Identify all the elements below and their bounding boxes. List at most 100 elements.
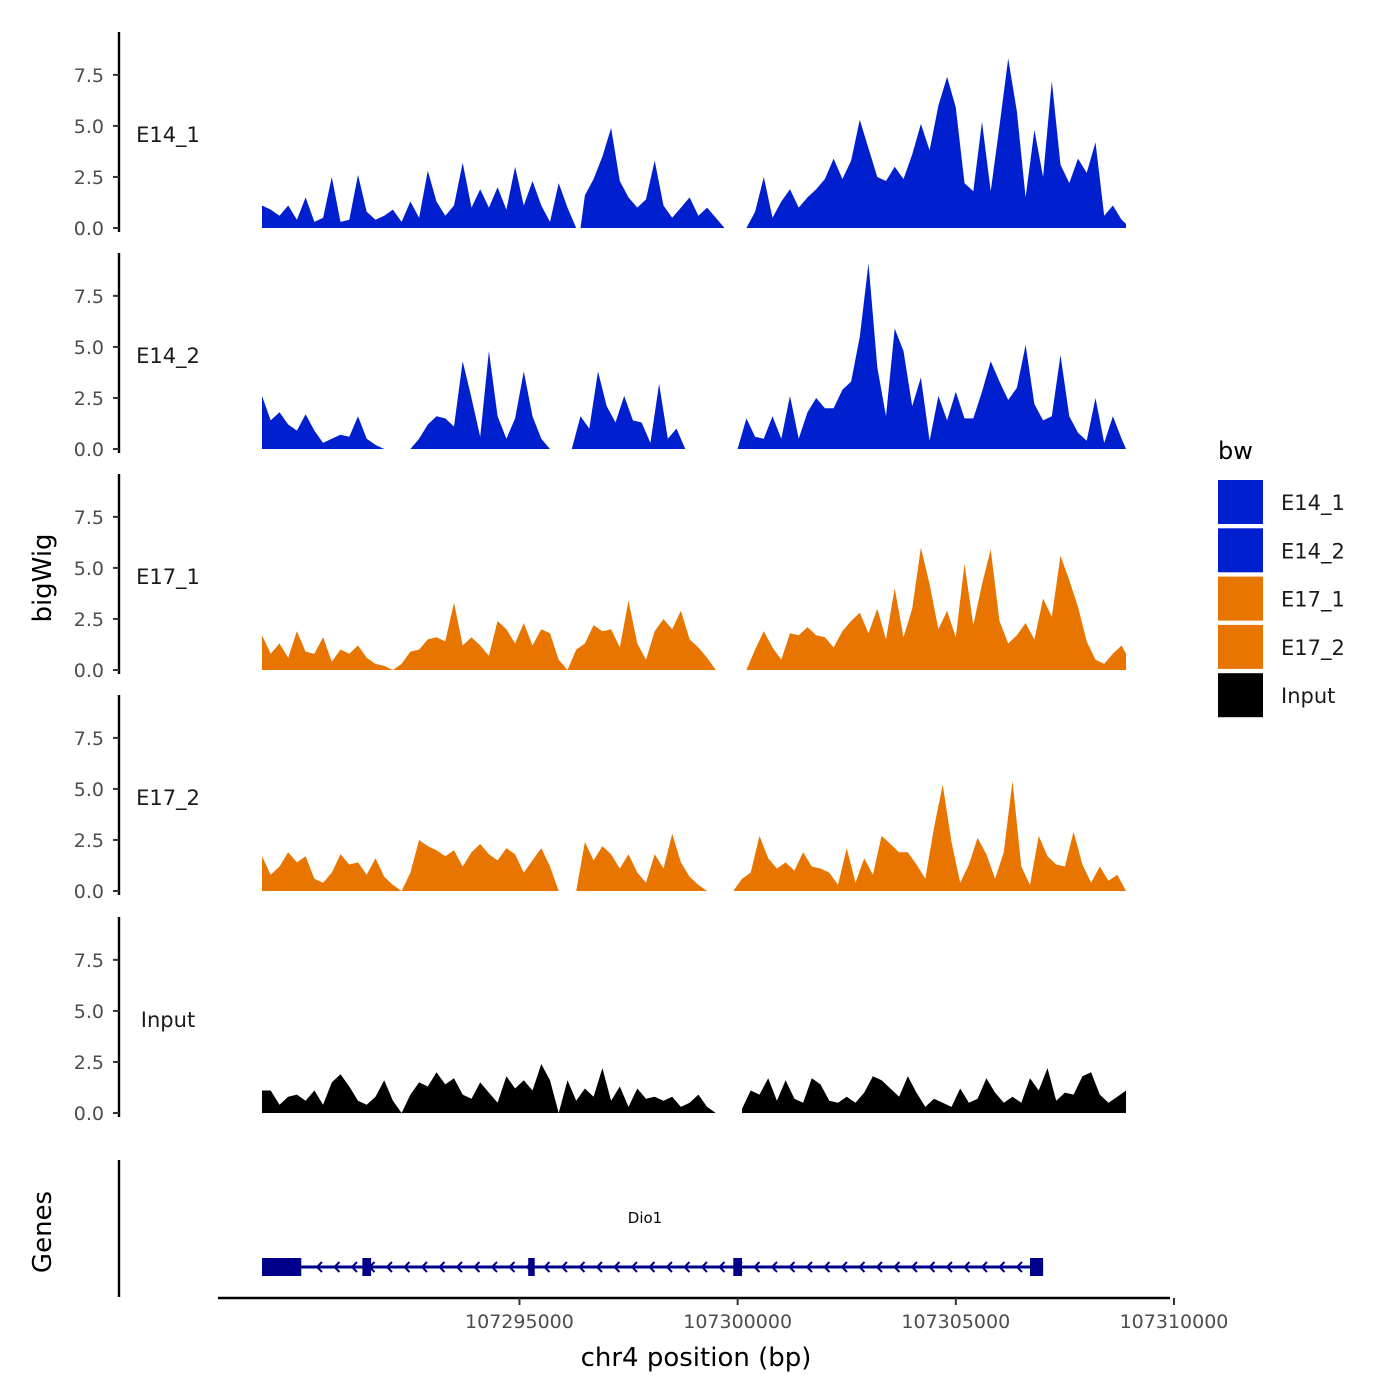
track-panel-e14-1: 0.0 2.5 5.0 7.5 E14_1: [74, 32, 1126, 240]
legend-swatch: [1218, 528, 1263, 573]
legend-label: Input: [1281, 684, 1335, 708]
strand-chevron: [438, 1261, 446, 1273]
strand-chevron: [718, 1261, 726, 1273]
signal-area-e17-1: [262, 600, 716, 670]
track-panel-e17-2: 0.0 2.5 5.0 7.5 E17_2: [74, 695, 1126, 903]
y-tick-label: 2.5: [74, 1052, 104, 1074]
y-tick-label: 0.0: [74, 660, 104, 682]
legend: bw E14_1 E14_2 E17_1 E17_2 Input: [1218, 437, 1345, 718]
y-tick-label: 5.0: [74, 1001, 104, 1023]
strand-chevron: [473, 1261, 481, 1273]
x-tick-label: 107295000: [465, 1311, 574, 1333]
strand-chevron: [648, 1261, 656, 1273]
strand-chevron: [893, 1261, 901, 1273]
signal-area-e17-2: [733, 780, 1126, 891]
track-panel-input: 0.0 2.5 5.0 7.5 Input: [74, 917, 1126, 1125]
legend-label: E17_1: [1281, 588, 1345, 613]
y-tick-label: 5.0: [74, 779, 104, 801]
signal-area-e14-2: [737, 263, 1126, 449]
signal-area-e14-1: [746, 58, 1126, 228]
legend-swatch: [1218, 624, 1263, 669]
y-tick-label: 7.5: [74, 286, 104, 308]
strand-chevron: [823, 1261, 831, 1273]
strand-chevron: [490, 1261, 498, 1273]
x-tick-label: 107310000: [1120, 1311, 1229, 1333]
y-tick-label: 2.5: [74, 830, 104, 852]
strand-chevron: [315, 1261, 323, 1273]
strand-chevron: [683, 1261, 691, 1273]
y-tick-label: 7.5: [74, 65, 104, 87]
strand-chevron: [508, 1261, 516, 1273]
strand-chevron: [770, 1261, 778, 1273]
legend-swatch: [1218, 673, 1263, 718]
strand-chevron: [630, 1261, 638, 1273]
strand-chevron: [753, 1261, 761, 1273]
strand-chevron: [875, 1261, 883, 1273]
strand-chevron: [1015, 1261, 1023, 1273]
strand-chevron: [543, 1261, 551, 1273]
strand-chevron: [350, 1261, 358, 1273]
track-label: Input: [141, 1008, 195, 1032]
y-tick-label: 7.5: [74, 507, 104, 529]
strand-chevron: [403, 1261, 411, 1273]
signal-area-e17-2: [576, 833, 708, 891]
x-axis-title: chr4 position (bp): [581, 1343, 812, 1373]
track-panel-e14-2: 0.0 2.5 5.0 7.5 E14_2: [74, 253, 1126, 461]
y-tick-label: 0.0: [74, 439, 104, 461]
strand-chevron: [928, 1261, 936, 1273]
strand-chevron: [455, 1261, 463, 1273]
legend-label: E14_2: [1281, 539, 1345, 564]
gene-exon: [262, 1258, 302, 1276]
legend-label: E14_1: [1281, 491, 1345, 516]
strand-chevron: [980, 1261, 988, 1273]
strand-chevron: [788, 1261, 796, 1273]
y-tick-label: 0.0: [74, 881, 104, 903]
strand-chevron: [578, 1261, 586, 1273]
y-tick-label: 0.0: [74, 218, 104, 240]
strand-chevron: [613, 1261, 621, 1273]
legend-swatch: [1218, 480, 1263, 524]
signal-area-e17-1: [746, 547, 1126, 670]
y-tick-label: 5.0: [74, 337, 104, 359]
legend-label: E17_2: [1281, 636, 1345, 661]
strand-chevron: [998, 1261, 1006, 1273]
strand-chevron: [858, 1261, 866, 1273]
signal-area-e14-2: [410, 351, 686, 449]
strand-chevron: [333, 1261, 341, 1273]
track-label: E17_2: [136, 786, 200, 811]
strand-chevron: [665, 1261, 673, 1273]
signal-area-input: [742, 1068, 1126, 1113]
legend-title: bw: [1218, 437, 1253, 465]
signal-area-input: [262, 1064, 716, 1113]
track-label: E14_1: [136, 123, 200, 148]
strand-chevron: [910, 1261, 918, 1273]
gene-exon: [1030, 1258, 1044, 1276]
y-tick-label: 5.0: [74, 116, 104, 138]
gene-exon: [362, 1258, 372, 1276]
signal-area-e14-2: [262, 395, 385, 449]
x-axis: 107295000 107300000 107305000 107310000: [218, 1296, 1229, 1333]
y-tick-label: 7.5: [74, 950, 104, 972]
track-panels: 0.0 2.5 5.0 7.5 E14_1 0.0 2.5 5.0 7.5 E14_2 0.0 2.5…: [74, 32, 1126, 1125]
strand-chevron: [945, 1261, 953, 1273]
gene-exon: [528, 1258, 535, 1276]
signal-area-e14-1: [262, 128, 725, 228]
y-tick-label: 5.0: [74, 558, 104, 580]
y-tick-label: 2.5: [74, 388, 104, 410]
x-tick-label: 107300000: [683, 1311, 792, 1333]
y-tick-label: 2.5: [74, 167, 104, 189]
strand-chevron: [420, 1261, 428, 1273]
strand-chevron: [595, 1261, 603, 1273]
strand-chevron: [963, 1261, 971, 1273]
gene-exon: [733, 1258, 742, 1276]
x-tick-label: 107305000: [901, 1311, 1010, 1333]
track-label: E14_2: [136, 344, 200, 369]
strand-chevron: [840, 1261, 848, 1273]
y-tick-label: 0.0: [74, 1103, 104, 1125]
strand-chevron: [560, 1261, 568, 1273]
strand-chevron: [805, 1261, 813, 1273]
y-axis-title: bigWig: [28, 533, 58, 622]
signal-area-e17-2: [262, 840, 559, 891]
gene-label: Dio1: [628, 1209, 662, 1227]
